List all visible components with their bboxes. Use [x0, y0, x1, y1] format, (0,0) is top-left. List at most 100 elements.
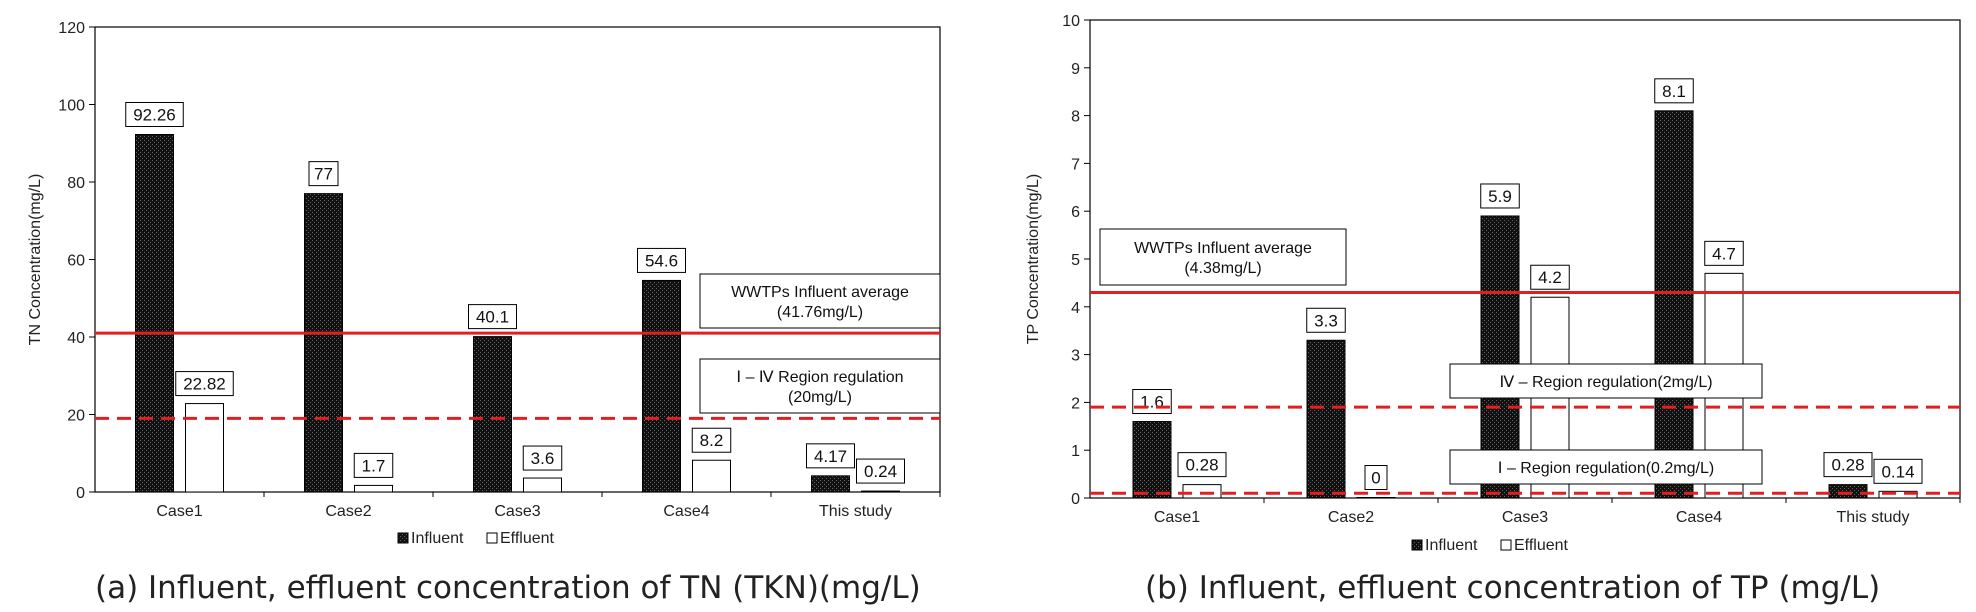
data-label-box: [1873, 458, 1923, 484]
data-label: 77: [314, 165, 333, 184]
legend-effluent-swatch: [486, 532, 498, 544]
reference-annotation-box: [1449, 363, 1763, 399]
legend-influent-label: Influent: [411, 530, 464, 547]
data-label-box: [353, 452, 394, 478]
reference-annotation-label: Ⅰ – Ⅳ Region regulation: [736, 369, 903, 386]
data-label: 0.14: [1881, 462, 1914, 481]
data-label: 1.7: [362, 456, 386, 475]
x-tick-label: Case1: [1154, 509, 1200, 526]
chart-a-caption: (a) Influent, effluent concentration of …: [95, 570, 921, 606]
x-tick-label: This study: [819, 503, 892, 520]
reference-annotation-label: (20mg/L): [788, 389, 852, 406]
y-tick-label: 2: [1071, 395, 1080, 412]
reference-annotation-box: [699, 358, 941, 414]
y-tick-label: 5: [1071, 252, 1080, 269]
effluent-bar: [523, 477, 562, 493]
influent-bar: [1132, 421, 1172, 499]
legend-effluent-swatch: [1500, 539, 1512, 551]
y-tick-label: 60: [67, 253, 85, 270]
data-label-box: [468, 304, 517, 330]
data-label: 3.6: [531, 449, 555, 468]
influent-bar: [135, 133, 174, 493]
effluent-bar: [861, 490, 900, 493]
data-label-box: [1704, 240, 1744, 266]
y-tick-label: 0: [76, 485, 85, 502]
data-label-box: [806, 443, 855, 469]
data-label: 0.24: [864, 462, 897, 481]
effluent-bar: [354, 484, 393, 493]
reference-annotation-label: Ⅳ – Region regulation(2mg/L): [1499, 374, 1712, 391]
data-label-box: [1132, 389, 1172, 415]
x-tick-label: Case4: [1676, 509, 1722, 526]
reference-annotation-box: [1099, 228, 1347, 286]
reference-annotation-label: (4.38mg/L): [1184, 260, 1261, 277]
data-label: 3.3: [1314, 311, 1338, 330]
data-label: 92.26: [133, 105, 176, 124]
data-label-box: [125, 101, 184, 127]
reference-annotation-box: [699, 273, 941, 329]
data-label: 0: [1371, 469, 1380, 488]
tn-chart: 0 20 40 60 80 100 120 TN Concentration(mg/L) Cas…: [27, 20, 941, 547]
effluent-bar: [692, 459, 731, 493]
influent-bar: [1654, 110, 1694, 499]
y-tick-label: 100: [58, 98, 85, 115]
influent-bar: [304, 193, 343, 493]
data-label-box: [856, 458, 905, 484]
effluent-bar: [1182, 484, 1222, 499]
data-label: 8.1: [1662, 82, 1686, 101]
x-tick-label: Case1: [156, 503, 202, 520]
effluent-bar: [1356, 497, 1396, 499]
data-label-box: [1654, 78, 1694, 104]
data-label: 54.6: [645, 251, 678, 270]
x-tick-label: Case2: [325, 503, 371, 520]
y-tick-label: 8: [1071, 109, 1080, 126]
data-label: 0.28: [1185, 456, 1218, 475]
y-tick-label: 7: [1071, 156, 1080, 173]
data-label-box: [1480, 183, 1520, 209]
data-label-box: [1177, 452, 1227, 478]
x-tick-label: Case3: [494, 503, 540, 520]
y-axis-label: TN Concentration(mg/L): [27, 174, 44, 346]
data-label: 40.1: [476, 308, 509, 327]
data-label-box: [1530, 264, 1570, 290]
influent-bar: [473, 336, 512, 493]
data-label: 4.7: [1712, 244, 1736, 263]
y-tick-label: 120: [58, 20, 85, 37]
data-label-box: [1364, 465, 1388, 490]
data-label-box: [691, 427, 732, 453]
y-tick-label: 20: [67, 408, 85, 425]
reference-annotation-label: (41.76mg/L): [777, 304, 863, 321]
reference-annotation-label: Ⅰ – Region regulation(0.2mg/L): [1498, 460, 1714, 477]
legend-influent-swatch: [1411, 539, 1423, 551]
data-label-box: [637, 247, 686, 273]
data-label-box: [1823, 452, 1873, 478]
influent-bar: [1828, 484, 1868, 499]
x-tick-label: This study: [1837, 509, 1910, 526]
data-label-box: [175, 371, 234, 397]
reference-annotation-label: WWTPs Influent average: [1134, 240, 1312, 257]
influent-bar: [1306, 339, 1346, 499]
reference-annotation-label: WWTPs Influent average: [731, 284, 909, 301]
data-label-box: [308, 161, 339, 187]
data-label: 22.82: [183, 375, 226, 394]
legend-effluent-label: Effluent: [500, 530, 555, 547]
data-label-box: [1306, 307, 1346, 333]
effluent-bar: [185, 403, 224, 493]
y-axis-label: TP Concentration(mg/L): [1025, 174, 1042, 344]
chart-b-caption: (b) Influent, effluent concentration of …: [1145, 570, 1881, 606]
y-tick-label: 10: [1062, 13, 1080, 30]
y-tick-label: 4: [1071, 300, 1080, 317]
data-label: 0.28: [1831, 456, 1864, 475]
y-tick-label: 0: [1071, 491, 1080, 508]
data-label: 8.2: [700, 431, 724, 450]
y-tick-label: 9: [1071, 61, 1080, 78]
y-tick-label: 40: [67, 330, 85, 347]
legend-influent-label: Influent: [1425, 537, 1478, 554]
legend-effluent-label: Effluent: [1514, 537, 1569, 554]
data-label: 5.9: [1488, 187, 1512, 206]
influent-bar: [642, 279, 681, 493]
y-tick-label: 1: [1071, 443, 1080, 460]
x-tick-label: Case3: [1502, 509, 1548, 526]
